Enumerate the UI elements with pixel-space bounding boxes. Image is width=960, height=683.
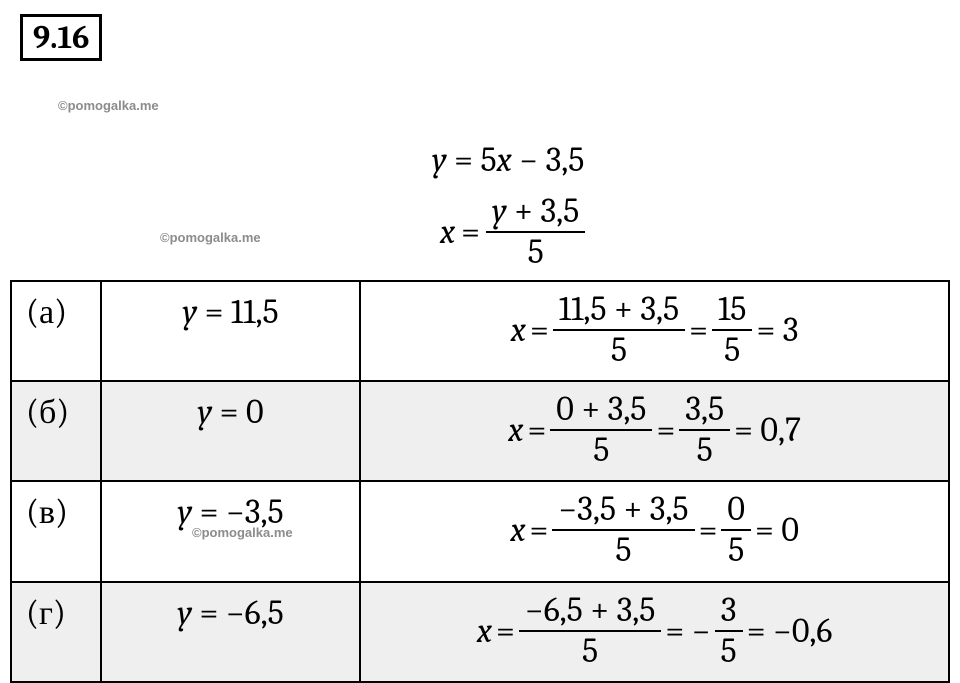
numerator: 0	[721, 490, 751, 531]
table-row: (в) y = −3,5 x = −3,5 + 3,5 5 = 0 5 = 0	[11, 481, 949, 581]
fraction: 0 5	[721, 490, 751, 570]
denominator: 5	[715, 632, 743, 671]
neg-prefix: = −	[665, 611, 710, 651]
x-solution-cell: x = −6,5 + 3,5 5 = − 3 5 = −0,6	[360, 582, 949, 682]
eq-text: =	[197, 292, 231, 332]
var-y: y	[177, 593, 192, 633]
denominator: 5	[519, 632, 662, 671]
denominator: 5	[712, 331, 752, 370]
var-x: x	[440, 212, 455, 252]
row-label: (г)	[11, 582, 101, 682]
var-x: x	[497, 140, 512, 180]
var-x: x	[477, 611, 492, 651]
var-y: y	[178, 492, 193, 532]
equation-inverse: x = y + 3,5 5	[440, 192, 585, 272]
y-value-cell: y = −6,5	[101, 582, 360, 682]
var-y: y	[182, 292, 197, 332]
numerator: 0 + 3,5	[550, 390, 652, 431]
fraction: 3 5	[715, 591, 743, 671]
table-row: (б) y = 0 x = 0 + 3,5 5 = 3,5 5 = 0,7	[11, 381, 949, 481]
numerator: −6,5 + 3,5	[519, 591, 662, 632]
equals-sign: =	[461, 212, 480, 252]
denominator: 5	[486, 233, 585, 272]
equals-sign: =	[530, 310, 549, 350]
equals-sign: =	[527, 410, 546, 450]
fraction: y + 3,5 5	[486, 192, 585, 272]
numerator: 11,5 + 3,5	[553, 290, 685, 331]
denominator: 5	[550, 431, 652, 470]
row-label: (в)	[11, 481, 101, 581]
table-row: (а) y = 11,5 x = 11,5 + 3,5 5 = 15 5 = 3	[11, 281, 949, 381]
problem-number-badge: 9.16	[20, 14, 102, 61]
y-value: −6,5	[226, 593, 284, 633]
denominator: 5	[679, 431, 730, 470]
table-row: (г) y = −6,5 x = −6,5 + 3,5 5 = − 3 5 = …	[11, 582, 949, 682]
denominator: 5	[552, 531, 694, 570]
y-value-cell: y = 11,5	[101, 281, 360, 381]
var-x: x	[510, 510, 525, 550]
const: − 3,5	[512, 140, 585, 180]
numerator: 3	[715, 591, 743, 632]
numerator: −3,5 + 3,5	[552, 490, 694, 531]
equals-sign: =	[699, 510, 718, 550]
equals-sign: =	[656, 410, 675, 450]
var-x: x	[511, 310, 526, 350]
var-y: y	[492, 191, 507, 231]
fraction: 11,5 + 3,5 5	[553, 290, 685, 370]
solution-table: (а) y = 11,5 x = 11,5 + 3,5 5 = 15 5 = 3…	[10, 280, 950, 683]
result: = 0	[755, 510, 799, 550]
x-solution-cell: x = 0 + 3,5 5 = 3,5 5 = 0,7	[360, 381, 949, 481]
x-solution-cell: x = 11,5 + 3,5 5 = 15 5 = 3	[360, 281, 949, 381]
fraction: 15 5	[712, 290, 752, 370]
eq-text: =	[212, 392, 246, 432]
watermark-text: ©pomogalka.me	[160, 230, 261, 245]
eq-text: =	[192, 593, 226, 633]
const: + 3,5	[507, 191, 580, 231]
fraction: 0 + 3,5 5	[550, 390, 652, 470]
equals-sign: =	[530, 510, 549, 550]
denominator: 5	[553, 331, 685, 370]
watermark-text: ©pomogalka.me	[58, 98, 159, 113]
y-value-cell: y = 0	[101, 381, 360, 481]
numerator: 3,5	[679, 390, 730, 431]
y-value: 11,5	[231, 292, 279, 332]
watermark-text: ©pomogalka.me	[192, 525, 293, 540]
fraction: −6,5 + 3,5 5	[519, 591, 662, 671]
y-value: 0	[246, 392, 264, 432]
coef: 5	[480, 140, 496, 180]
var-y: y	[198, 392, 213, 432]
result: = −0,6	[747, 611, 833, 651]
denominator: 5	[721, 531, 751, 570]
equals-sign: =	[454, 140, 473, 180]
equals-sign: =	[689, 310, 708, 350]
fraction: −3,5 + 3,5 5	[552, 490, 694, 570]
fraction: 3,5 5	[679, 390, 730, 470]
row-label: (б)	[11, 381, 101, 481]
row-label: (а)	[11, 281, 101, 381]
var-y: y	[432, 140, 447, 180]
var-x: x	[508, 410, 523, 450]
equation-main: y = 5x − 3,5	[432, 140, 584, 180]
equals-sign: =	[496, 611, 515, 651]
x-solution-cell: x = −3,5 + 3,5 5 = 0 5 = 0	[360, 481, 949, 581]
numerator: 15	[712, 290, 752, 331]
result: = 0,7	[734, 410, 801, 450]
result: = 3	[756, 310, 798, 350]
